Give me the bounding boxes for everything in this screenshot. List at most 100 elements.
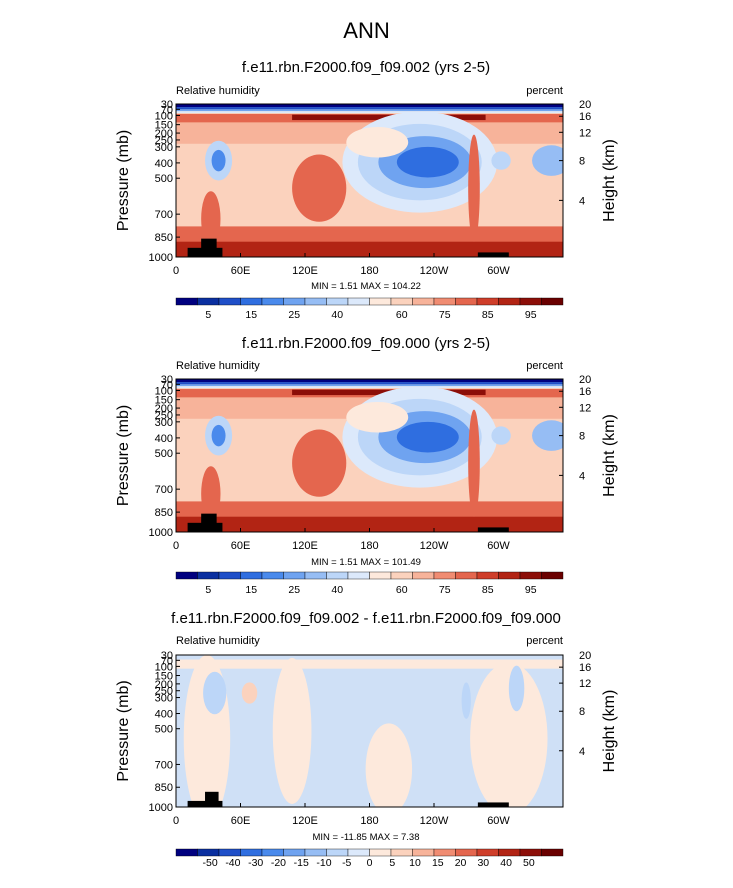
y-right-tick-label: 8 [579,156,585,168]
colorbar-cell [519,571,542,580]
y-tick-label: 100 [155,110,173,122]
colorbar-cell [519,848,542,857]
colorbar-cell [326,848,349,857]
x-tick-label: 0 [173,265,179,277]
colorbar-cell [197,848,220,857]
colorbar-label: 30 [477,857,489,869]
colorbar-cell [240,297,263,306]
dry-region [491,151,511,170]
colorbar-cell [261,571,284,580]
y-tick-label: 400 [155,158,173,170]
colorbar-cell [412,848,435,857]
colorbar-label: 95 [525,584,537,596]
y-tick-label: 850 [155,232,173,244]
colorbar-cell [519,297,542,306]
colorbar-cell [326,571,349,580]
x-tick-label: 180 [360,815,378,827]
y-tick-label: 200 [155,679,173,691]
colorbar-label: 60 [396,584,408,596]
colorbar-label: 5 [389,857,395,869]
y-tick-label: 70 [161,379,173,391]
colorbar-cell [498,571,521,580]
colorbar-label: 40 [500,857,512,869]
units-label: percent [526,635,563,647]
y-tick-label: 300 [155,693,173,705]
y-tick-label: 1000 [149,802,173,814]
dry-region [396,146,459,178]
colorbar-label: 15 [432,857,444,869]
x-tick-label: 120E [292,815,318,827]
y-tick-label: 30 [161,99,173,111]
moist-column [468,134,480,242]
colorbar-cell [390,571,413,580]
y-tick-label: 200 [155,128,173,140]
y-tick-label: 150 [155,120,173,132]
colorbar-cell [390,297,413,306]
colorbar-label: 75 [439,309,451,321]
colorbar-label: -10 [316,857,331,869]
y-tick-label: 100 [155,385,173,397]
x-tick-label: 60W [487,540,510,552]
colorbar-label: -15 [294,857,309,869]
strat-band [176,382,563,385]
boundary-layer [176,516,563,532]
y-tick-label: 30 [161,650,173,662]
y-tick-label: 1000 [149,527,173,539]
colorbar-label: 15 [245,584,257,596]
panel-title: f.e11.rbn.F2000.f09_f09.000 (yrs 2-5) [242,335,490,352]
y-tick-label: 1000 [149,252,173,264]
y-axis-label: Pressure (mb) [115,130,132,231]
colorbar-cell [240,571,263,580]
diff-region [365,723,413,807]
diff-region [272,658,312,804]
terrain [201,513,217,532]
colorbar-label: 25 [288,309,300,321]
x-tick-label: 60W [487,265,510,277]
y-tick-label: 500 [155,448,173,460]
terrain [477,527,509,532]
y-right-axis-label: Height (km) [601,139,618,222]
y-tick-label: 70 [161,655,173,667]
strat-band [176,384,563,387]
x-tick-label: 180 [360,540,378,552]
moist-column [292,429,347,497]
moist-column [201,466,221,522]
colorbar-cell [412,571,435,580]
y-tick-label: 850 [155,507,173,519]
y-right-tick-label: 4 [579,470,585,482]
y-right-tick-label: 12 [579,402,591,414]
moist-column [292,154,347,222]
y-tick-label: 70 [161,104,173,116]
colorbar-cell [455,297,478,306]
x-tick-label: 60E [231,815,251,827]
y-right-tick-label: 20 [579,650,591,662]
colorbar-label: 5 [205,584,211,596]
boundary-layer [176,241,563,257]
y-tick-label: 150 [155,395,173,407]
colorbar-cell [455,571,478,580]
y-right-tick-label: 20 [579,99,591,111]
colorbar-cell [261,848,284,857]
colorbar-cell [433,297,456,306]
y-tick-label: 100 [155,661,173,673]
colorbar-cell [390,848,413,857]
diff-region [203,671,227,715]
x-tick-label: 180 [360,265,378,277]
colorbar-label: 5 [205,309,211,321]
colorbar-cell [304,848,327,857]
colorbar-cell [433,848,456,857]
y-tick-label: 200 [155,403,173,415]
strat-band [176,107,563,110]
y-tick-label: 400 [155,709,173,721]
colorbar-cell [541,571,564,580]
colorbar-cell [476,571,499,580]
colorbar-cell [433,571,456,580]
moist-column [346,126,409,158]
y-right-tick-label: 4 [579,195,585,207]
y-tick-label: 500 [155,173,173,185]
y-tick-label: 850 [155,782,173,794]
field-label: Relative humidity [176,635,260,647]
colorbar-label: 25 [288,584,300,596]
colorbar-cell [218,848,241,857]
